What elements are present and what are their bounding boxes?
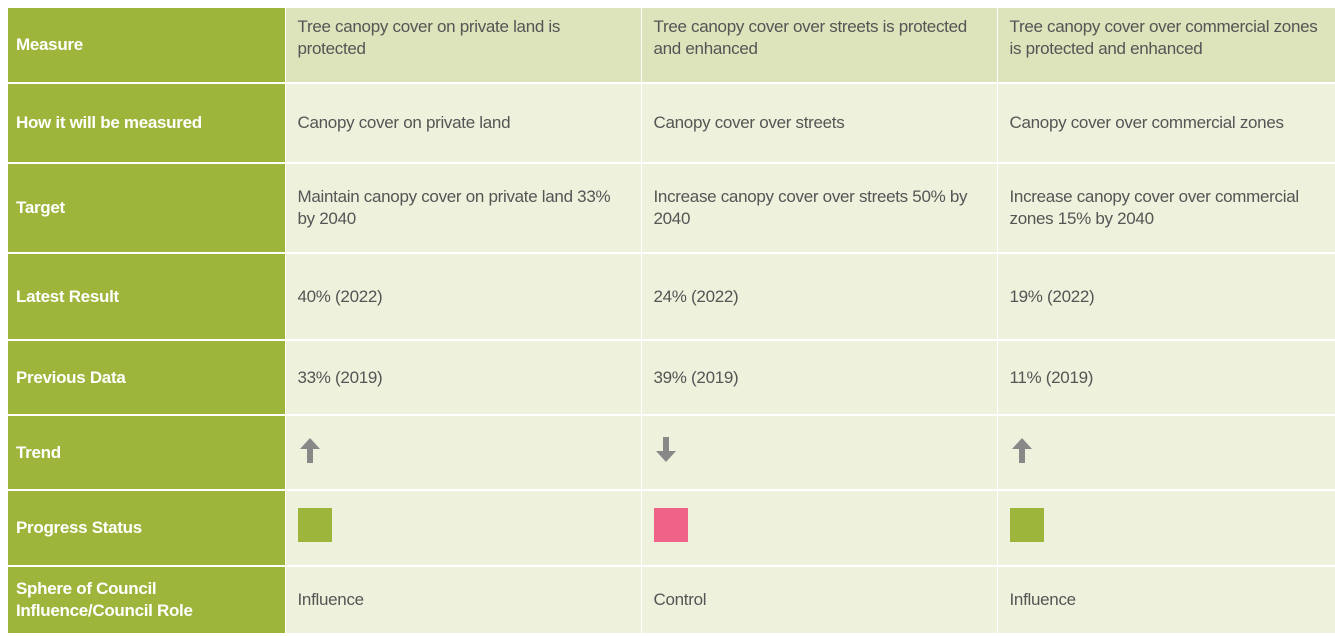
row-label: Progress Status bbox=[8, 490, 285, 567]
row-label: Latest Result bbox=[8, 253, 285, 341]
row: Target Maintain canopy cover on private … bbox=[8, 163, 1335, 254]
cell bbox=[996, 490, 1335, 567]
row-label: How it will be measured bbox=[8, 83, 285, 164]
cell bbox=[640, 490, 997, 567]
status-square bbox=[653, 508, 688, 542]
row-label: Previous Data bbox=[8, 340, 285, 416]
row-label: Target bbox=[8, 163, 285, 254]
row: Measure Tree canopy cover on private lan… bbox=[8, 8, 1335, 84]
cell: 24% (2022) bbox=[640, 253, 997, 341]
cell: Increase canopy cover over commercial zo… bbox=[996, 163, 1335, 254]
cell: 40% (2022) bbox=[284, 253, 641, 341]
cell: Tree canopy cover over commercial zones … bbox=[996, 8, 1335, 84]
trend-down-arrow bbox=[655, 436, 676, 462]
cell: Canopy cover over streets bbox=[640, 83, 997, 164]
cell bbox=[284, 415, 641, 491]
cell: Maintain canopy cover on private land 33… bbox=[284, 163, 641, 254]
cell bbox=[284, 490, 641, 567]
cell bbox=[640, 415, 997, 491]
cell: 39% (2019) bbox=[640, 340, 997, 416]
cell: 19% (2022) bbox=[996, 253, 1335, 341]
cell: Control bbox=[640, 566, 997, 635]
trend-up-arrow bbox=[299, 437, 320, 463]
row: Previous Data 33% (2019) 39% (2019) 11% … bbox=[8, 340, 1335, 416]
row-label: Measure bbox=[8, 8, 285, 84]
row: Progress Status bbox=[8, 490, 1335, 567]
cell: Tree canopy cover over streets is protec… bbox=[640, 8, 997, 84]
cell: Influence bbox=[996, 566, 1335, 635]
cell: Increase canopy cover over streets 50% b… bbox=[640, 163, 997, 254]
cell: 33% (2019) bbox=[284, 340, 641, 416]
cell: Influence bbox=[284, 566, 641, 635]
row-label: Trend bbox=[8, 415, 285, 491]
row: Trend bbox=[8, 415, 1335, 491]
status-square bbox=[1009, 508, 1044, 542]
row: Latest Result 40% (2022) 24% (2022) 19% … bbox=[8, 253, 1335, 341]
trend-up-arrow bbox=[1011, 437, 1032, 463]
cell: Canopy cover over commercial zones bbox=[996, 83, 1335, 164]
cell: Canopy cover on private land bbox=[284, 83, 641, 164]
cell bbox=[996, 415, 1335, 491]
cell: 11% (2019) bbox=[996, 340, 1335, 416]
cell: Tree canopy cover on private land is pro… bbox=[284, 8, 641, 84]
row: Sphere of Council Influence/Council Role… bbox=[8, 566, 1335, 635]
status-square bbox=[297, 508, 332, 542]
measures-table: Measure Tree canopy cover on private lan… bbox=[8, 8, 1335, 635]
row: How it will be measured Canopy cover on … bbox=[8, 83, 1335, 164]
row-label: Sphere of Council Influence/Council Role bbox=[8, 566, 285, 635]
